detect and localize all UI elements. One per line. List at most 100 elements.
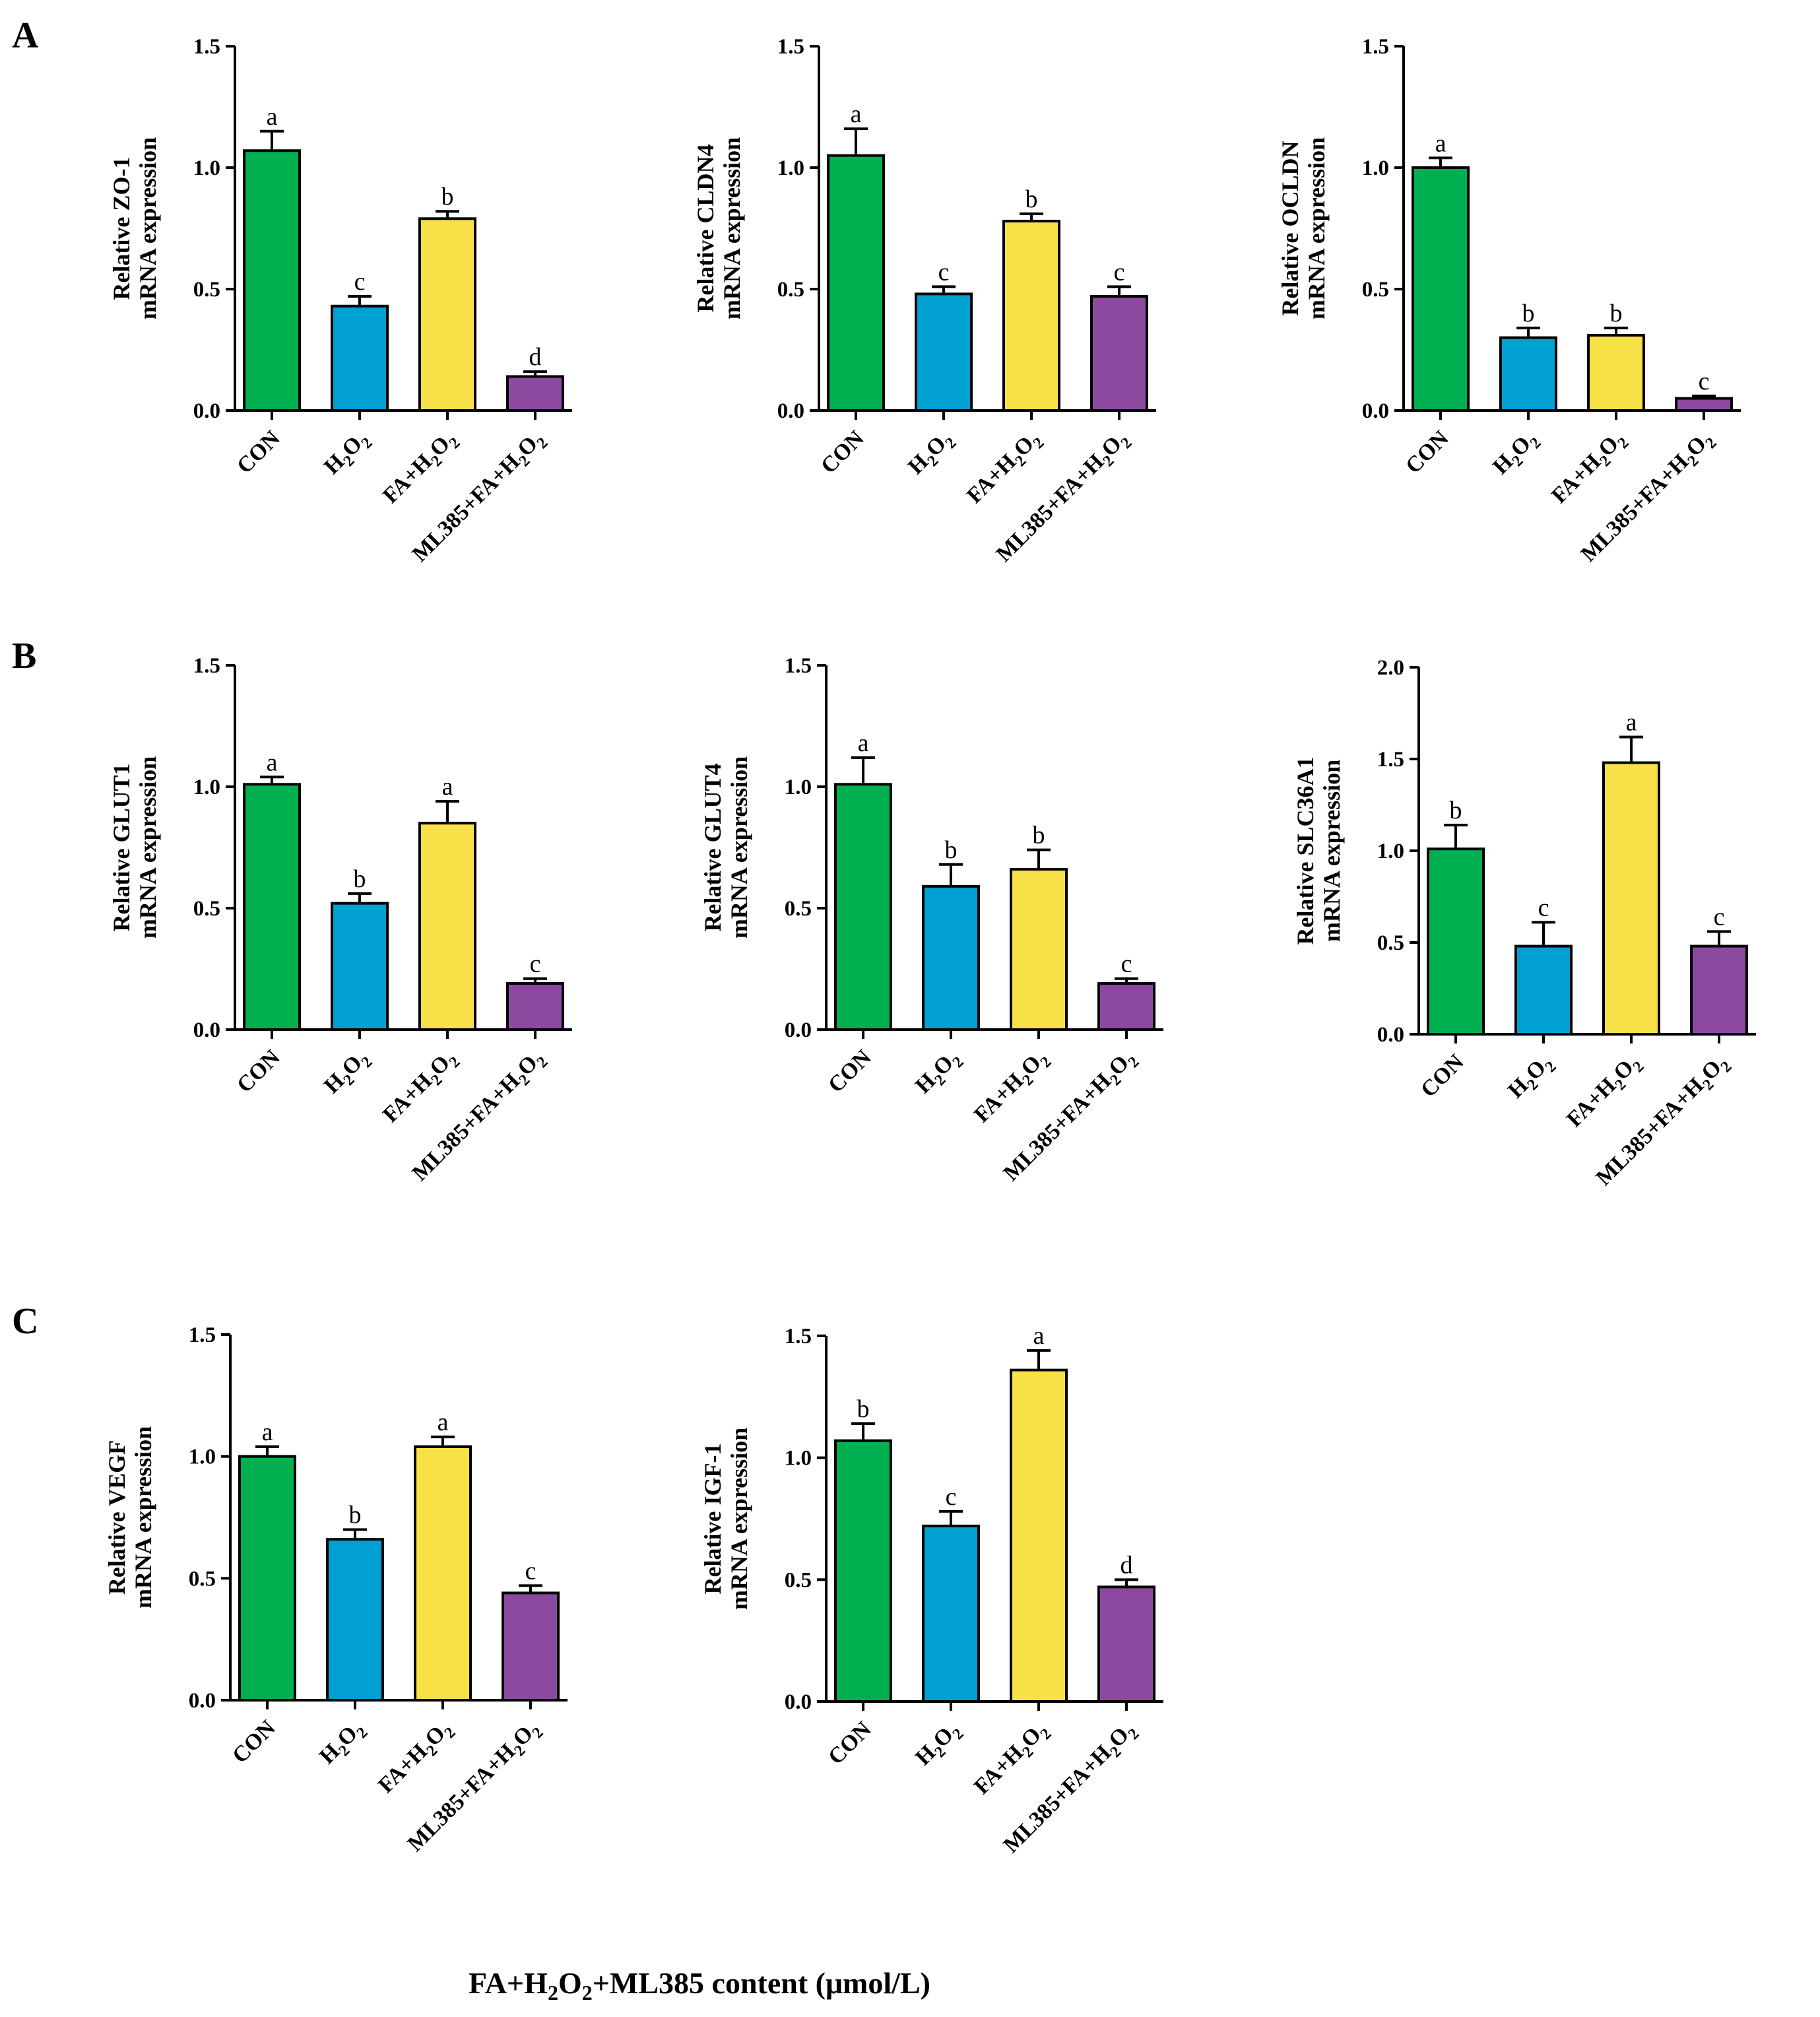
significance-letter: a	[1033, 1322, 1045, 1350]
footer-subscript-1: 2	[548, 1981, 558, 2004]
y-tick-label: 0.0	[1362, 399, 1389, 423]
significance-letter: b	[1025, 185, 1038, 213]
significance-letter: a	[262, 1418, 273, 1446]
y-axis-label-line-2: mRNA expression	[1303, 137, 1330, 319]
y-axis-label-line-1: Relative IGF-1	[699, 1443, 726, 1595]
y-tick-label: 1.5	[785, 654, 812, 678]
bar-ml385-fa-h2o2	[1690, 944, 1748, 1036]
bar-fa-h2o2	[418, 217, 476, 412]
y-tick-label: 0.5	[777, 278, 804, 302]
y-axis-label: Relative CLDN4mRNA expression	[692, 137, 745, 319]
bar-h2o2	[326, 1538, 384, 1702]
bar-h2o2	[922, 884, 980, 1031]
chart-6: 0.0 0.5 1.0 1.5 Relative VEGFmRNA expression…	[104, 1323, 568, 1856]
bar-h2o2	[331, 902, 389, 1032]
y-axis-label-line-2: mRNA expression	[1318, 760, 1345, 942]
significance-letter: c	[354, 268, 366, 296]
y-axis-label-line-1: Relative ZO-1	[108, 157, 135, 300]
significance-letter: a	[442, 773, 453, 801]
significance-letter: a	[438, 1408, 449, 1436]
y-tick-label: 0.0	[785, 1018, 812, 1042]
bar-h2o2	[922, 1525, 980, 1703]
significance-letter: a	[1626, 709, 1637, 737]
y-axis-label-line-1: Relative OCLDN	[1277, 141, 1303, 316]
y-axis-label-line-2: mRNA expression	[719, 137, 745, 319]
bar-ml385-fa-h2o2	[1097, 982, 1155, 1031]
y-tick-label: 1.0	[777, 156, 804, 180]
y-tick-label: 0.0	[193, 1018, 220, 1042]
y-tick-label: 1.0	[193, 776, 220, 799]
y-tick-label: 0.0	[777, 399, 804, 423]
significance-letter: c	[530, 950, 541, 978]
y-tick-label: 1.5	[785, 1325, 812, 1348]
significance-letter: b	[441, 183, 454, 211]
y-tick-label: 0.0	[1377, 1023, 1404, 1047]
significance-letter: b	[945, 836, 958, 864]
bar-con	[834, 783, 892, 1031]
bar-con	[238, 1455, 296, 1702]
significance-letter: c	[1714, 903, 1725, 931]
y-axis-label-line-2: mRNA expression	[135, 137, 161, 319]
bar-h2o2	[915, 292, 973, 412]
bar-fa-h2o2	[1587, 333, 1645, 413]
y-axis-label: Relative GLUT4mRNA expression	[699, 756, 752, 939]
significance-letter: b	[1610, 300, 1623, 327]
y-tick-label: 1.5	[1362, 35, 1389, 59]
y-tick-label: 1.5	[193, 654, 220, 678]
y-tick-label: 1.5	[777, 35, 804, 59]
significance-letter: c	[525, 1557, 536, 1585]
significance-letter: a	[267, 748, 278, 776]
significance-letter: b	[857, 1395, 870, 1423]
bar-con	[1412, 166, 1470, 412]
y-axis-label-line-2: mRNA expression	[726, 756, 752, 939]
bar-fa-h2o2	[1010, 868, 1068, 1031]
y-tick-label: 1.5	[1377, 748, 1404, 772]
significance-letter: a	[267, 103, 278, 131]
y-axis-label: Relative IGF-1mRNA expression	[699, 1428, 752, 1610]
bar-fa-h2o2	[1010, 1368, 1068, 1703]
y-axis-label-line-1: Relative CLDN4	[692, 145, 719, 313]
panel-label-a: A	[12, 15, 39, 56]
y-axis-label-line-2: mRNA expression	[130, 1426, 156, 1608]
bar-ml385-fa-h2o2	[502, 1591, 560, 1702]
y-axis-label-line-1: Relative SLC36A1	[1292, 757, 1318, 945]
y-tick-label: 0.0	[785, 1690, 812, 1714]
y-tick-label: 1.0	[1377, 840, 1404, 863]
bar-con	[1427, 847, 1485, 1036]
y-tick-label: 0.0	[189, 1689, 216, 1713]
significance-letter: b	[349, 1501, 362, 1529]
y-axis-label: Relative VEGFmRNA expression	[104, 1426, 156, 1608]
y-tick-label: 0.5	[1362, 278, 1389, 302]
significance-letter: d	[1121, 1551, 1133, 1579]
significance-letter: a	[851, 100, 862, 128]
significance-letter: c	[938, 258, 950, 286]
bar-ml385-fa-h2o2	[506, 982, 564, 1031]
significance-letter: b	[1033, 822, 1045, 849]
y-tick-label: 0.5	[193, 278, 220, 302]
bar-con	[243, 149, 301, 413]
bar-fa-h2o2	[1002, 219, 1060, 412]
bar-con	[827, 154, 885, 412]
bar-fa-h2o2	[414, 1445, 472, 1702]
y-axis-label-line-1: Relative GLUT4	[699, 764, 726, 932]
y-tick-label: 1.5	[193, 35, 220, 59]
footer-subscript-2: 2	[582, 1981, 593, 2004]
y-axis-label-line-1: Relative GLUT1	[108, 764, 135, 932]
bar-h2o2	[1499, 336, 1557, 413]
y-tick-label: 1.0	[1362, 156, 1389, 180]
significance-letter: a	[858, 729, 869, 757]
footer-suffix: +ML385 content (μmol/L)	[593, 1966, 930, 2000]
y-tick-label: 0.5	[189, 1567, 216, 1591]
significance-letter: d	[529, 343, 542, 371]
footer-mid: O	[558, 1966, 582, 2000]
y-axis-label: Relative GLUT1mRNA expression	[108, 756, 161, 939]
y-axis-label: Relative SLC36A1mRNA expression	[1292, 757, 1345, 945]
y-axis-label-line-2: mRNA expression	[726, 1428, 752, 1610]
bar-con	[243, 783, 301, 1031]
y-tick-label: 0.0	[193, 399, 220, 423]
bar-ml385-fa-h2o2	[1090, 295, 1148, 413]
bar-ml385-fa-h2o2	[1675, 397, 1733, 412]
y-tick-label: 0.5	[193, 897, 220, 921]
bar-fa-h2o2	[1602, 761, 1660, 1036]
